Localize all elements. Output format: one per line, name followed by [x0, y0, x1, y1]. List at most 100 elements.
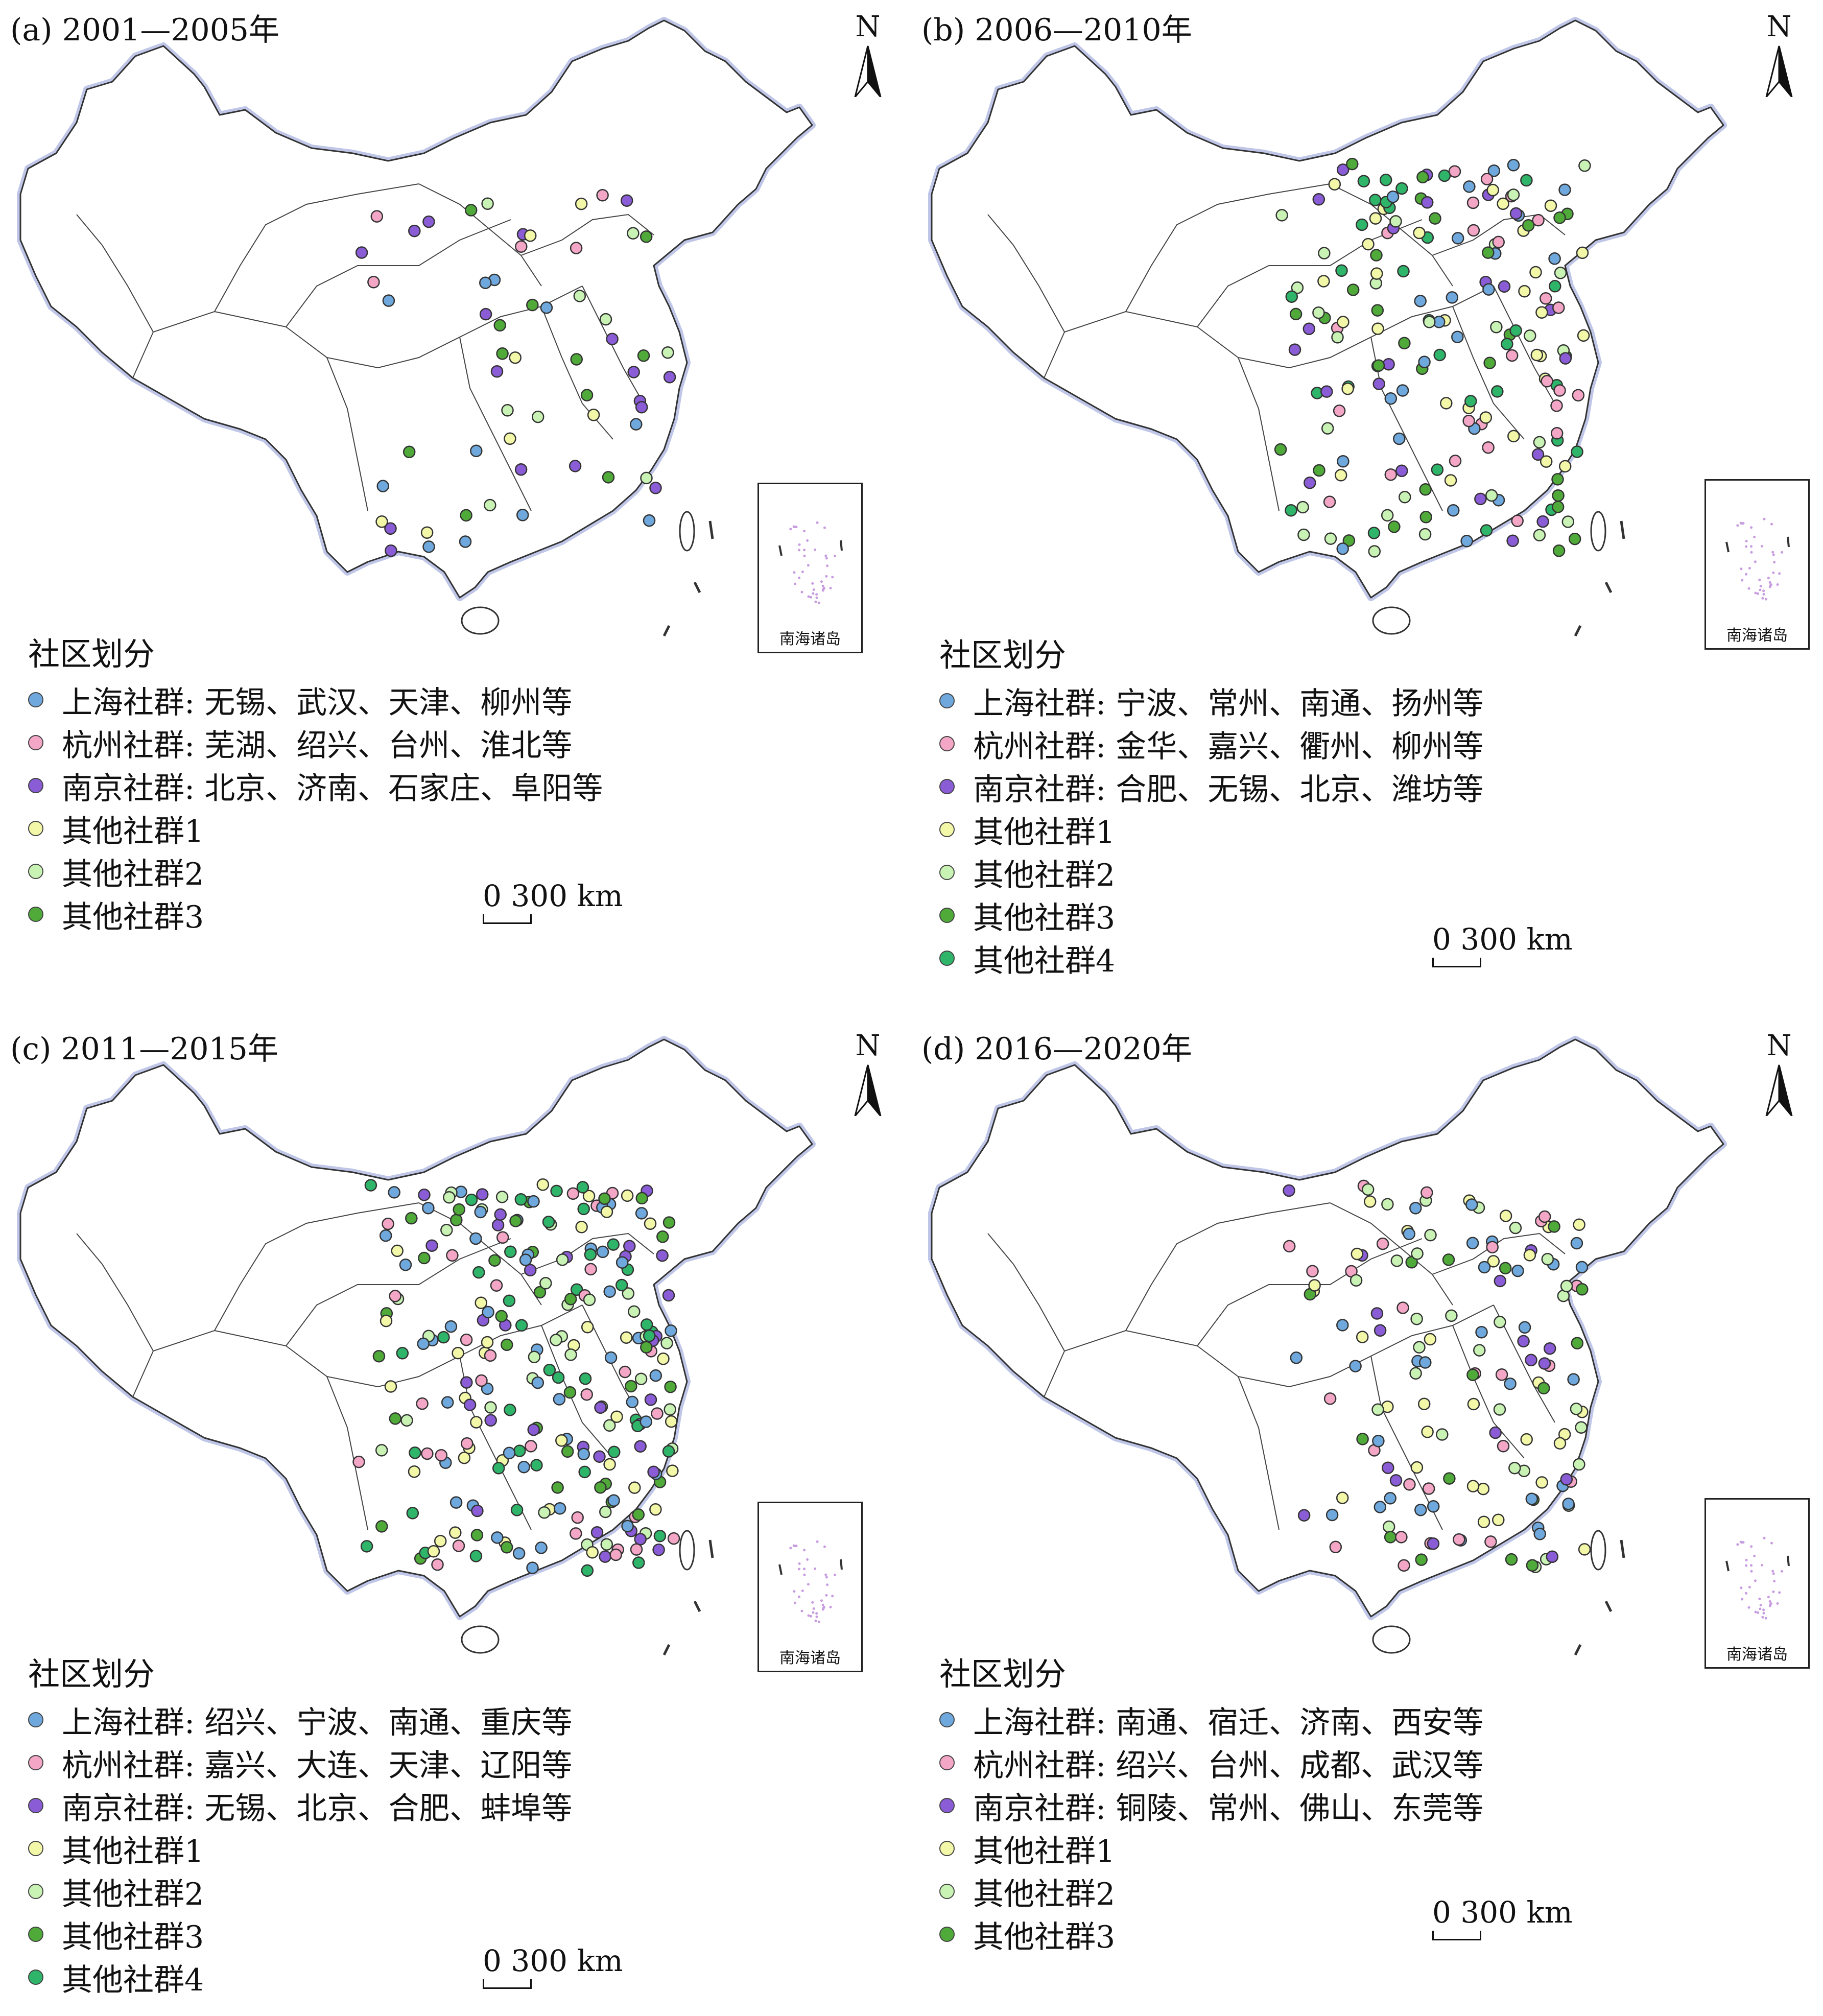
city-dot — [1552, 489, 1565, 502]
island-dot — [1764, 598, 1767, 601]
legend-dot — [28, 1755, 43, 1770]
city-dot — [1571, 445, 1583, 458]
city-dot — [503, 1446, 516, 1460]
city-dot — [594, 1401, 607, 1414]
city-dot — [1313, 464, 1325, 477]
island-dot — [812, 588, 815, 591]
city-dot — [1535, 306, 1548, 319]
legend-dot — [939, 951, 955, 966]
legend-label: 其他社群1 — [62, 813, 204, 849]
city-dot — [1526, 1559, 1539, 1572]
island-dot — [1745, 1564, 1748, 1567]
north-label: N — [1766, 10, 1792, 43]
city-dot — [581, 1320, 594, 1334]
city-dot — [418, 1251, 431, 1265]
arrow-half-right — [867, 1064, 882, 1116]
city-dot — [1328, 178, 1341, 191]
legend-label: 杭州社群: 芜湖、绍兴、台州、淮北等 — [62, 727, 573, 764]
city-dot — [481, 1336, 494, 1349]
city-dot — [1507, 188, 1520, 201]
city-dot — [632, 1508, 645, 1521]
legend-label: 其他社群1 — [973, 814, 1116, 850]
city-dot — [1337, 316, 1350, 328]
city-dot — [1283, 1240, 1296, 1253]
city-dot — [563, 1386, 577, 1399]
island-dot — [1761, 597, 1764, 600]
legend-dot — [28, 821, 43, 836]
city-dot — [542, 1216, 555, 1228]
city-dot — [1418, 355, 1431, 368]
legend-dot — [939, 865, 955, 880]
province-border — [1197, 219, 1423, 327]
province-border — [520, 1232, 654, 1275]
city-dot — [470, 1529, 484, 1541]
city-dot — [1485, 489, 1498, 502]
city-dot — [469, 1550, 483, 1562]
city-dot — [1567, 1373, 1580, 1386]
city-dot — [531, 1376, 544, 1389]
legend-label: 其他社群3 — [62, 899, 204, 935]
island-dot — [823, 1545, 826, 1548]
legend-dot — [939, 1755, 955, 1770]
island-dot — [1750, 1570, 1753, 1573]
city-dot — [652, 1544, 665, 1556]
island-dot — [1768, 1604, 1771, 1607]
city-dot — [1508, 1461, 1521, 1475]
city-dot — [484, 1401, 497, 1414]
city-dot — [573, 290, 586, 302]
city-dot — [1553, 384, 1566, 397]
city-dot — [1492, 1513, 1505, 1527]
north-label: N — [855, 1029, 881, 1062]
legend: 社区划分 上海社群: 南通、宿迁、济南、西安等 杭州社群: 绍兴、台州、成都、武… — [939, 1648, 1483, 1956]
city-dot — [1346, 283, 1360, 296]
scale-label: 0 300 km — [1432, 1895, 1573, 1930]
city-dot — [1334, 469, 1347, 482]
island-dot — [1778, 1591, 1781, 1594]
city-dot — [1323, 1392, 1337, 1405]
city-dot — [561, 1445, 574, 1458]
island-dot — [823, 526, 826, 529]
city-dot — [1560, 1473, 1573, 1486]
city-dot — [488, 1254, 501, 1267]
city-dot — [607, 1494, 620, 1507]
city-dot — [1492, 235, 1505, 249]
city-dot — [474, 1205, 487, 1219]
city-dot — [604, 1351, 618, 1364]
city-dot — [1524, 329, 1536, 342]
city-dot — [1416, 171, 1429, 184]
hainan-island — [461, 1625, 500, 1654]
city-dot — [1548, 252, 1561, 265]
city-dot — [1410, 1312, 1423, 1325]
legend-label: 其他社群2 — [62, 856, 204, 892]
city-dot — [1436, 1428, 1449, 1441]
island-dot — [1776, 583, 1779, 586]
city-dot — [555, 1434, 568, 1447]
scale-label: 0 300 km — [1432, 922, 1573, 957]
city-dot — [1350, 1274, 1363, 1287]
island-dot — [1772, 1590, 1775, 1593]
city-dot — [1483, 357, 1496, 369]
city-dot — [1371, 322, 1384, 335]
city-dot — [552, 1371, 565, 1384]
city-dot — [1317, 275, 1330, 288]
city-dot — [403, 445, 416, 459]
city-dot — [1356, 1331, 1369, 1343]
city-dot — [1466, 1368, 1479, 1381]
island-dot — [829, 587, 832, 589]
island-dot — [803, 1573, 806, 1576]
city-dot — [449, 1526, 462, 1539]
city-dot — [1489, 1426, 1502, 1439]
city-dot — [620, 194, 633, 207]
island-dot — [831, 1595, 834, 1598]
legend-dot — [28, 907, 43, 922]
city-dot — [619, 1365, 631, 1379]
island-dot — [1759, 588, 1762, 591]
city-dot — [1371, 1403, 1384, 1416]
province-border — [987, 214, 1065, 333]
city-dot — [640, 1341, 653, 1354]
city-dot — [1498, 280, 1511, 293]
island-dot — [821, 1608, 824, 1611]
city-dot — [640, 471, 653, 485]
city-dot — [389, 1412, 402, 1425]
city-dot — [352, 1455, 365, 1468]
